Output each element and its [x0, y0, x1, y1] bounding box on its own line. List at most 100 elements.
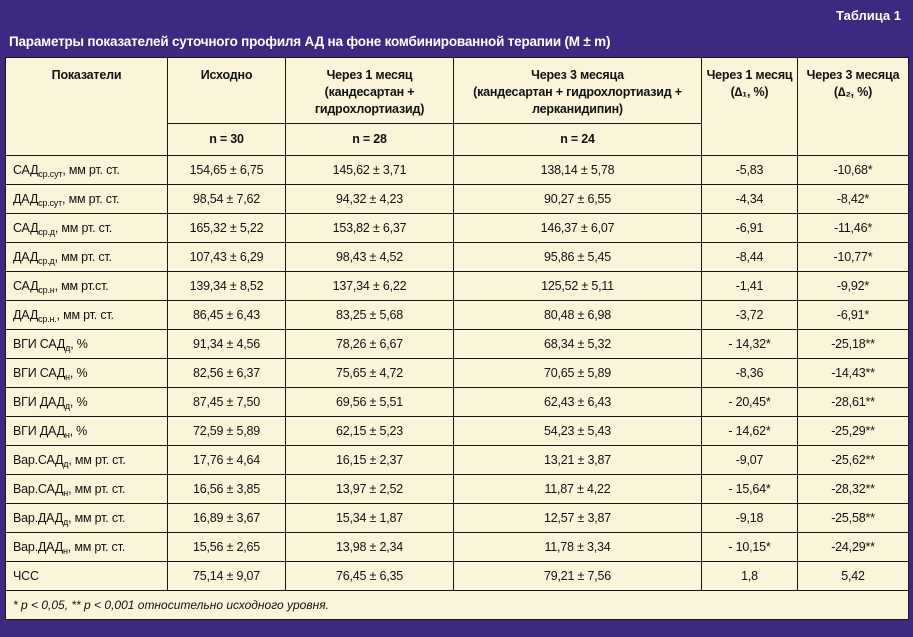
value-delta2: -10,68* [797, 155, 909, 185]
value-delta1: - 14,62* [701, 416, 798, 446]
param-main: ВГИ САД [13, 366, 66, 380]
value-delta2: -25,29** [797, 416, 909, 446]
value-baseline: 91,34 ± 4,56 [167, 329, 286, 359]
param-subscript: д [64, 401, 70, 411]
param-subscript: ср.сут [38, 198, 63, 208]
param-subscript: ср.сут [38, 169, 63, 179]
value-month3: 62,43 ± 6,43 [453, 387, 702, 417]
param-label: ВГИ ДАДд, % [5, 387, 168, 417]
table-row: ДАДср.н., мм рт. ст. 86,45 ± 6,43 83,25 ± … [5, 300, 909, 330]
value-month3: 68,34 ± 5,32 [453, 329, 702, 359]
value-month1: 94,32 ± 4,23 [285, 184, 454, 214]
param-subscript: ср.н. [38, 314, 57, 324]
table-row: ЧСС 75,14 ± 9,07 76,45 ± 6,35 79,21 ± 7,56 1… [5, 561, 909, 591]
param-main: ЧСС [13, 569, 39, 583]
param-main: САД [13, 221, 39, 235]
value-baseline: 165,32 ± 5,22 [167, 213, 286, 243]
param-main: ВГИ ДАД [13, 395, 65, 409]
value-month3: 90,27 ± 6,55 [453, 184, 702, 214]
value-month3: 11,78 ± 3,34 [453, 532, 702, 562]
param-subscript: д [65, 343, 71, 353]
param-unit: , мм рт. ст. [54, 221, 113, 235]
param-subscript: н [65, 372, 70, 382]
param-subscript: д [63, 459, 69, 469]
param-unit: , % [69, 366, 88, 380]
purple-header-band: Таблица 1 Параметры показателей суточног… [5, 0, 908, 57]
param-subscript: ср.н [38, 285, 55, 295]
param-unit: , % [70, 337, 88, 351]
value-month1: 16,15 ± 2,37 [285, 445, 454, 475]
param-main: Вар.ДАД [13, 540, 63, 554]
value-delta1: 1,8 [701, 561, 798, 591]
value-month3: 13,21 ± 3,87 [453, 445, 702, 475]
value-delta2: -9,92* [797, 271, 909, 301]
param-unit: , мм рт. ст. [56, 308, 114, 322]
value-delta1: - 10,15* [701, 532, 798, 562]
col-header-parameters: Показатели [5, 57, 168, 156]
value-delta2: -10,77* [797, 242, 909, 272]
param-subscript: н [64, 430, 70, 440]
value-delta1: -9,18 [701, 503, 798, 533]
n-count-baseline: n = 30 [167, 123, 286, 156]
param-main: Вар.САД [13, 453, 64, 467]
value-baseline: 16,89 ± 3,67 [167, 503, 286, 533]
value-baseline: 86,45 ± 6,43 [167, 300, 286, 330]
param-unit: , мм рт. ст. [67, 540, 126, 554]
table-row: Вар.ДАДн, мм рт. ст. 15,56 ± 2,65 13,98 ± … [5, 532, 909, 562]
footnote-text: * p < 0,05, ** p < 0,001 относительно ис… [5, 590, 909, 620]
col-header-delta2-label: Через 3 месяца [806, 68, 900, 82]
col-header-baseline-label: Исходно [200, 68, 253, 82]
table-row: САДср.н, мм рт.ст. 139,34 ± 8,52 137,34 ± … [5, 271, 909, 301]
value-month1: 13,98 ± 2,34 [285, 532, 454, 562]
value-baseline: 72,59 ± 5,89 [167, 416, 286, 446]
col-header-delta1-unit: (∆₁, %) [730, 84, 769, 99]
value-delta2: -25,18** [797, 329, 909, 359]
param-label: ЧСС [5, 561, 168, 591]
table-row: Вар.ДАДд, мм рт. ст. 16,89 ± 3,67 15,34 ± … [5, 503, 909, 533]
value-month3: 11,87 ± 4,22 [453, 474, 702, 504]
value-month3: 125,52 ± 5,11 [453, 271, 702, 301]
value-baseline: 107,43 ± 6,29 [167, 242, 286, 272]
value-baseline: 75,14 ± 9,07 [167, 561, 286, 591]
value-delta2: -11,46* [797, 213, 909, 243]
param-subscript: н [63, 488, 69, 498]
param-unit: , % [69, 395, 88, 409]
value-month1: 145,62 ± 3,71 [285, 155, 454, 185]
param-main: ДАД [13, 250, 39, 264]
param-unit: , мм рт. ст. [68, 453, 126, 467]
table-row: ДАДср.д, мм рт. ст. 107,43 ± 6,29 98,43 ± … [5, 242, 909, 272]
value-delta1: -9,07 [701, 445, 798, 475]
value-delta2: -28,61** [797, 387, 909, 417]
value-baseline: 139,34 ± 8,52 [167, 271, 286, 301]
col-header-delta1: Через 1 месяц (∆₁, %) [701, 57, 798, 156]
value-month1: 78,26 ± 6,67 [285, 329, 454, 359]
value-month1: 69,56 ± 5,51 [285, 387, 454, 417]
param-label: Вар.САДд, мм рт. ст. [5, 445, 168, 475]
table-body: САДср.сут, мм рт. ст. 154,65 ± 6,75 145,62… [5, 155, 909, 591]
col-header-month3: Через 3 месяца (кандесартан + гидрохлорт… [453, 57, 702, 124]
table-row: САДср.сут, мм рт. ст. 154,65 ± 6,75 145,62… [5, 155, 909, 185]
col-header-delta2: Через 3 месяца (∆₂, %) [797, 57, 909, 156]
col-header-delta2-unit: (∆₂, %) [833, 84, 873, 99]
param-main: Вар.ДАД [13, 511, 63, 525]
param-label: ДАДср.сут, мм рт. ст. [5, 184, 168, 214]
value-delta2: -6,91* [797, 300, 909, 330]
header-row-n: n = 30 n = 28 n = 24 [6, 123, 909, 156]
col-header-month3-label: Через 3 месяца [531, 68, 624, 82]
value-delta2: -28,32** [797, 474, 909, 504]
value-baseline: 82,56 ± 6,37 [167, 358, 286, 388]
param-label: САДср.д, мм рт. ст. [5, 213, 168, 243]
param-label: ВГИ ДАДн, % [5, 416, 168, 446]
value-delta1: -4,34 [701, 184, 798, 214]
param-main: ВГИ САД [13, 337, 66, 351]
value-delta2: -24,29** [797, 532, 909, 562]
value-delta2: -25,62** [797, 445, 909, 475]
value-month1: 98,43 ± 4,52 [285, 242, 454, 272]
param-subscript: н [63, 546, 68, 556]
value-baseline: 16,56 ± 3,85 [167, 474, 286, 504]
value-month1: 137,34 ± 6,22 [285, 271, 454, 301]
param-main: ДАД [13, 308, 39, 322]
col-header-parameters-label: Показатели [51, 68, 122, 82]
table-row: ВГИ САДн, % 82,56 ± 6,37 75,65 ± 4,72 70,65… [5, 358, 909, 388]
